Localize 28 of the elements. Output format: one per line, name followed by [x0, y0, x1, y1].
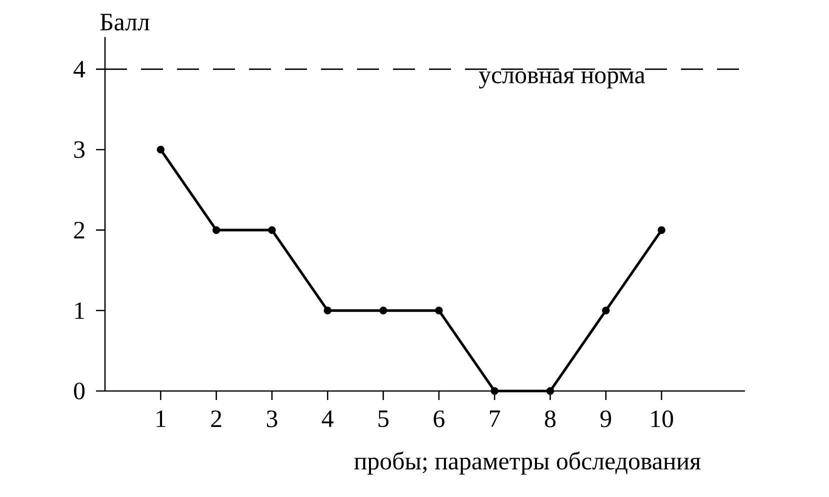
- ref-line-label: условная норма: [478, 71, 646, 88]
- x-tick-label: 6: [434, 410, 444, 428]
- point: [546, 387, 554, 395]
- y-tick-label: 0: [74, 382, 85, 400]
- point: [324, 306, 332, 314]
- x-tick-label: 8: [544, 410, 556, 428]
- y-tick-label: 1: [75, 302, 84, 319]
- point: [268, 226, 276, 234]
- point: [379, 306, 388, 314]
- point: [658, 226, 666, 234]
- point: [212, 226, 220, 234]
- x-tick-label: 4: [322, 410, 334, 427]
- x-tick-label: 5: [378, 410, 389, 428]
- x-axis-title: пробы; параметры обследования: [354, 451, 701, 475]
- point: [602, 306, 610, 314]
- y-axis-title: Балл: [100, 14, 150, 30]
- x-tick-label: 1: [156, 410, 166, 427]
- y-tick-label: 4: [74, 60, 86, 78]
- x-tick-label: 7: [490, 410, 500, 427]
- point: [490, 387, 498, 395]
- x-tick-label: 3: [266, 410, 278, 428]
- y-tick-label: 2: [74, 222, 84, 238]
- x-tick-label: 10: [651, 410, 674, 428]
- point: [156, 146, 165, 154]
- x-tick-label: 9: [600, 410, 612, 428]
- y-tick-label: 3: [74, 141, 85, 158]
- x-tick-label: 2: [211, 410, 222, 427]
- point: [435, 306, 443, 314]
